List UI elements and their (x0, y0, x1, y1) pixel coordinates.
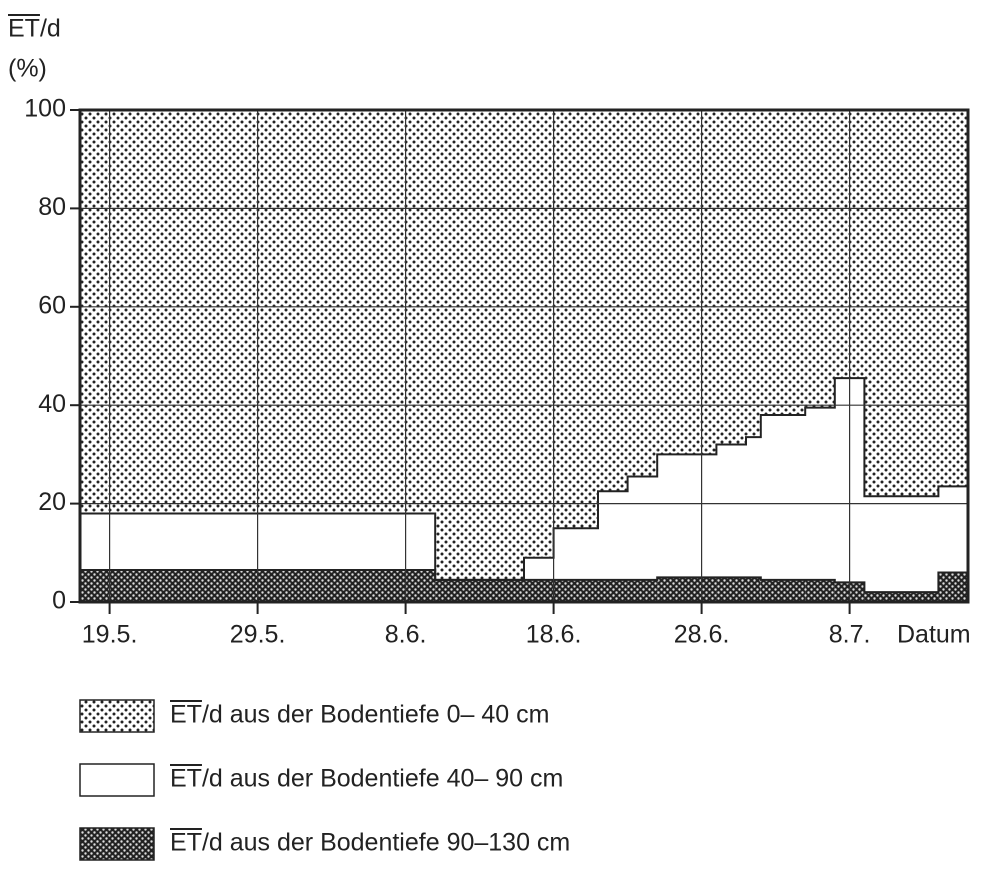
step-segment (598, 491, 628, 580)
step-segment (553, 110, 598, 529)
legend-swatch (79, 763, 155, 797)
step-segment (864, 592, 939, 602)
legend-label: ET/d aus der Bodentiefe 40– 90 cm (170, 765, 563, 793)
legend-label: ET/d aus der Bodentiefe 0– 40 cm (170, 701, 549, 729)
step-segment (524, 557, 554, 580)
step-segment (760, 415, 806, 580)
y-axis-label: ET/d (8, 15, 61, 43)
y-axis-unit: (%) (8, 55, 47, 83)
x-tick-label: 29.5. (230, 621, 286, 649)
step-segment (746, 437, 761, 578)
y-tick-label: 20 (38, 488, 66, 516)
x-tick-label: 8.6. (385, 621, 427, 649)
step-segment (435, 579, 524, 602)
step-segment (553, 579, 598, 602)
x-tick-label: 8.7. (829, 621, 871, 649)
step-segment (864, 110, 939, 497)
plot-frame (78, 108, 970, 604)
step-segment (524, 579, 554, 602)
step-segment (760, 110, 806, 416)
step-segment (627, 110, 658, 477)
step-segment (435, 110, 524, 580)
step-segment (746, 110, 761, 438)
step-segment (657, 454, 717, 578)
y-tick-label: 100 (24, 95, 66, 123)
step-segment (864, 496, 939, 593)
step-segment (805, 110, 835, 408)
step-segment (938, 110, 968, 487)
legend-label: ET/d aus der Bodentiefe 90–130 cm (170, 829, 570, 857)
y-tick-label: 40 (38, 390, 66, 418)
step-segment (524, 110, 554, 558)
step-segment (657, 577, 717, 602)
step-segment (716, 577, 746, 602)
y-tick-label: 0 (52, 587, 66, 615)
step-segment (598, 579, 628, 602)
step-segment (716, 110, 746, 445)
step-segment (553, 528, 598, 580)
step-segment (598, 110, 628, 492)
x-tick-label: 28.6. (674, 621, 730, 649)
step-segment (627, 579, 658, 602)
step-segment (760, 579, 806, 602)
x-axis-label: Datum (897, 621, 971, 649)
y-tick-label: 60 (38, 291, 66, 319)
legend-swatch (79, 827, 155, 861)
x-tick-label: 19.5. (82, 621, 138, 649)
step-segment (938, 572, 968, 602)
y-tick-label: 80 (38, 193, 66, 221)
x-tick-label: 18.6. (526, 621, 582, 649)
step-segment (716, 444, 746, 578)
layer-boundary (80, 569, 968, 594)
step-segment (805, 407, 835, 580)
step-segment (805, 579, 835, 602)
step-segment (627, 476, 658, 580)
legend-swatch (79, 699, 155, 733)
step-segment (657, 110, 717, 455)
step-segment (938, 486, 968, 573)
step-segment (746, 577, 761, 602)
